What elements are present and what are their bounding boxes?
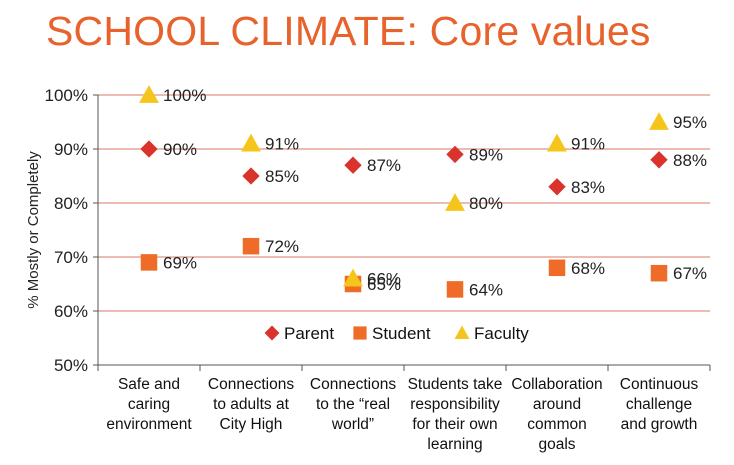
parent-point: [344, 156, 362, 174]
category-label: Safe and caring environment: [106, 376, 192, 433]
faculty-point: [241, 133, 261, 152]
y-tick-labels: 50% 60% 70% 80% 90% 100%: [45, 86, 88, 375]
y-tick-label: 70%: [54, 248, 88, 267]
faculty-data-label: 66%: [367, 270, 401, 289]
faculty-data-label: 91%: [265, 135, 299, 154]
student-point: [548, 259, 566, 277]
legend-label-parent: Parent: [284, 324, 334, 343]
student-data-label: 64%: [469, 280, 503, 299]
y-tick-label: 50%: [54, 356, 88, 375]
parent-data-label: 87%: [367, 156, 401, 175]
parent-point: [242, 167, 260, 185]
parent-data-label: 90%: [163, 140, 197, 159]
legend-marker-student: [353, 326, 367, 340]
student-point: [242, 237, 260, 255]
legend-label-student: Student: [372, 324, 431, 343]
parent-data-label: 89%: [469, 145, 503, 164]
y-tick-label: 100%: [45, 86, 88, 105]
category-labels: Safe and caring environment Connections to a…: [106, 376, 698, 453]
parent-data-label: 83%: [571, 178, 605, 197]
y-tick-label: 80%: [54, 194, 88, 213]
data-marks: [139, 85, 669, 298]
faculty-point: [445, 193, 465, 211]
category-label: Students take responsibility for their own…: [408, 376, 503, 453]
faculty-data-label: 80%: [469, 194, 503, 213]
category-label: Connections to the “real world”: [310, 376, 396, 433]
student-data-label: 65%: [367, 275, 401, 294]
parent-data-label: 88%: [673, 151, 707, 170]
student-data-label: 68%: [571, 259, 605, 278]
legend-marker-faculty: [454, 325, 470, 339]
data-labels: 90% 85% 87% 89% 83% 88% 69% 72% 65% 64% 68% 67% 100%…: [163, 86, 707, 299]
page-title: SCHOOL CLIMATE: Core values: [46, 8, 651, 54]
gridlines: [98, 94, 710, 312]
faculty-point: [343, 268, 363, 287]
y-axis-label: % Mostly or Completely: [25, 151, 42, 309]
parent-point: [140, 140, 158, 158]
category-label: Collaboration around common goals: [511, 376, 602, 453]
parent-data-label: 85%: [265, 167, 299, 186]
y-tick-label: 90%: [54, 140, 88, 159]
parent-point: [446, 145, 464, 164]
legend-marker-parent: [264, 325, 280, 341]
parent-point: [650, 151, 668, 169]
y-tick-label: 60%: [54, 302, 88, 321]
axes: [93, 94, 711, 371]
faculty-data-label: 91%: [571, 135, 605, 154]
student-point: [650, 264, 668, 282]
legend-label-faculty: Faculty: [474, 324, 529, 343]
student-point: [140, 254, 158, 271]
student-point: [446, 281, 464, 298]
student-data-label: 72%: [265, 237, 299, 256]
category-label: Continuous challenge and growth: [620, 376, 699, 433]
faculty-data-label: 100%: [163, 86, 206, 105]
faculty-point: [139, 85, 159, 103]
category-label: Connections to adults at City High: [208, 376, 294, 433]
faculty-data-label: 95%: [673, 113, 707, 132]
faculty-point: [649, 112, 669, 130]
student-data-label: 69%: [163, 253, 197, 272]
faculty-point: [547, 133, 567, 152]
student-data-label: 67%: [673, 264, 707, 283]
legend: Parent Student Faculty: [264, 324, 529, 343]
parent-point: [548, 178, 566, 196]
